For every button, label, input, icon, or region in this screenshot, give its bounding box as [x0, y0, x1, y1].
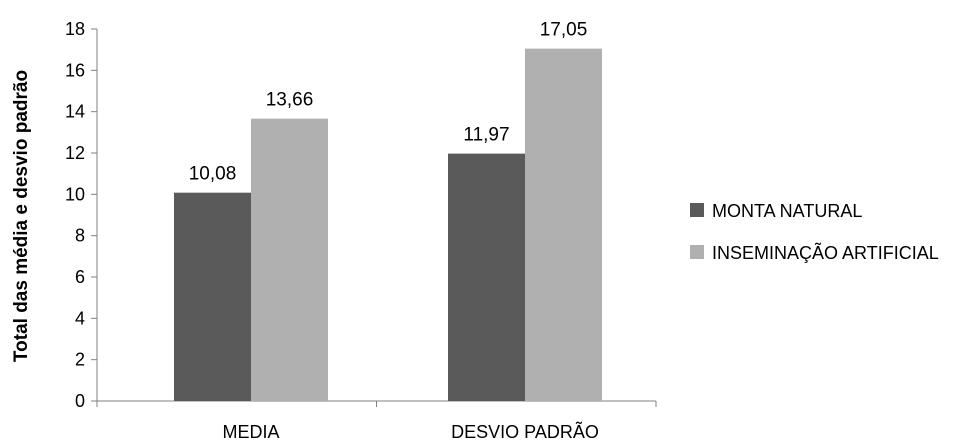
bars — [174, 48, 602, 402]
bar — [448, 153, 525, 401]
x-tick-label: MEDIA — [222, 422, 279, 442]
data-label: 17,05 — [540, 20, 588, 41]
y-tick-label: 0 — [75, 391, 85, 411]
bar — [251, 118, 328, 402]
axes: 0 2 4 6 8 10 12 14 16 18 MEDIA DESVIO PADRÃO — [65, 19, 657, 442]
y-tick-label: 12 — [65, 143, 85, 163]
data-labels: 10,08 11,97 13,66 17,05 — [189, 20, 588, 185]
legend-swatch — [690, 245, 704, 259]
data-label: 10,08 — [189, 164, 237, 185]
legend: MONTA NATURAL INSEMINAÇÃO ARTIFICIAL — [690, 201, 939, 263]
y-tick-label: 16 — [65, 60, 85, 80]
legend-label: MONTA NATURAL — [712, 201, 862, 221]
data-label: 13,66 — [266, 90, 314, 111]
legend-swatch — [690, 203, 704, 217]
y-tick-label: 2 — [75, 350, 85, 370]
y-tick-label: 8 — [75, 226, 85, 246]
data-label: 11,97 — [463, 125, 509, 146]
x-tick-label: DESVIO PADRÃO — [451, 421, 599, 442]
y-tick-label: 4 — [75, 308, 85, 328]
y-tick-label: 10 — [65, 184, 85, 204]
bar — [525, 48, 602, 402]
legend-label: INSEMINAÇÃO ARTIFICIAL — [712, 242, 939, 263]
y-tick-label: 6 — [75, 267, 85, 287]
bar — [174, 192, 251, 401]
y-tick-label: 18 — [65, 19, 85, 39]
y-axis-label: Total das média e desvio padrão — [11, 70, 32, 362]
y-tick-label: 14 — [65, 102, 85, 122]
